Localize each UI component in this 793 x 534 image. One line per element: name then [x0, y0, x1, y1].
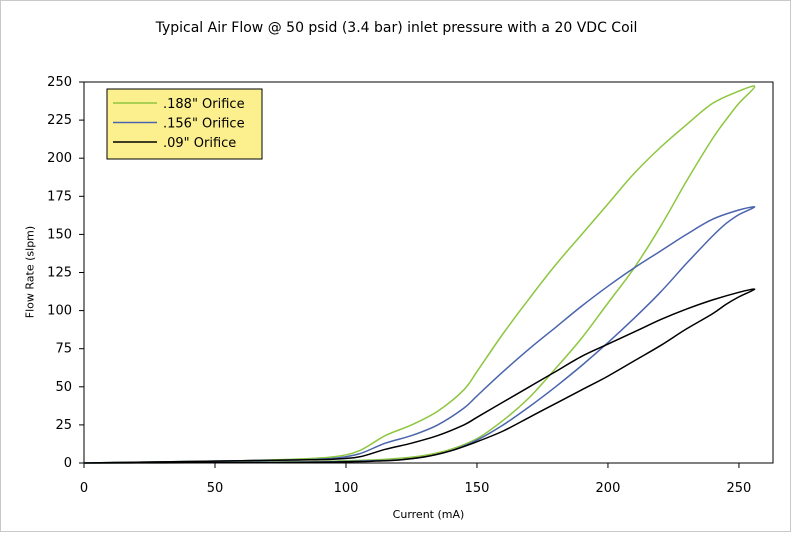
- axes: 0 25 50 75 100 125 150 175 200 225 250 0 50 100 150 200…: [47, 75, 774, 496]
- series-layer: [83, 85, 756, 464]
- x-tick-label: 250: [727, 481, 752, 496]
- x-tick-label: 0: [80, 481, 88, 496]
- x-tick-label: 200: [596, 481, 621, 496]
- series-line-2: [83, 206, 756, 464]
- series-line-3: [83, 288, 756, 464]
- y-tick-label: 150: [47, 227, 72, 242]
- legend-label: .156" Orifice: [163, 117, 245, 132]
- x-tick-label: 100: [334, 481, 359, 496]
- chart-title: Typical Air Flow @ 50 psid (3.4 bar) inl…: [155, 20, 638, 36]
- y-tick-label: 125: [47, 266, 72, 281]
- y-tick-label: 100: [47, 304, 72, 319]
- legend-box: [106, 88, 263, 160]
- y-tick-label: 50: [55, 380, 72, 395]
- series-line-1: [83, 85, 756, 464]
- y-tick-label: 0: [64, 456, 72, 471]
- legend-label: .09" Orifice: [163, 136, 236, 151]
- y-tick-label: 25: [55, 418, 72, 433]
- legend-label: .188" Orifice: [163, 97, 245, 112]
- x-tick-label: 150: [465, 481, 490, 496]
- y-tick-label: 175: [47, 189, 72, 204]
- y-tick-label: 225: [47, 113, 72, 128]
- x-axis-label: Current (mA): [392, 508, 465, 521]
- x-tick-label: 50: [207, 481, 224, 496]
- y-tick-label: 250: [47, 75, 72, 90]
- legend: .188" Orifice .156" Orifice .09" Orifice: [106, 88, 263, 160]
- y-tick-label: 75: [55, 342, 72, 357]
- y-tick-label: 200: [47, 151, 72, 166]
